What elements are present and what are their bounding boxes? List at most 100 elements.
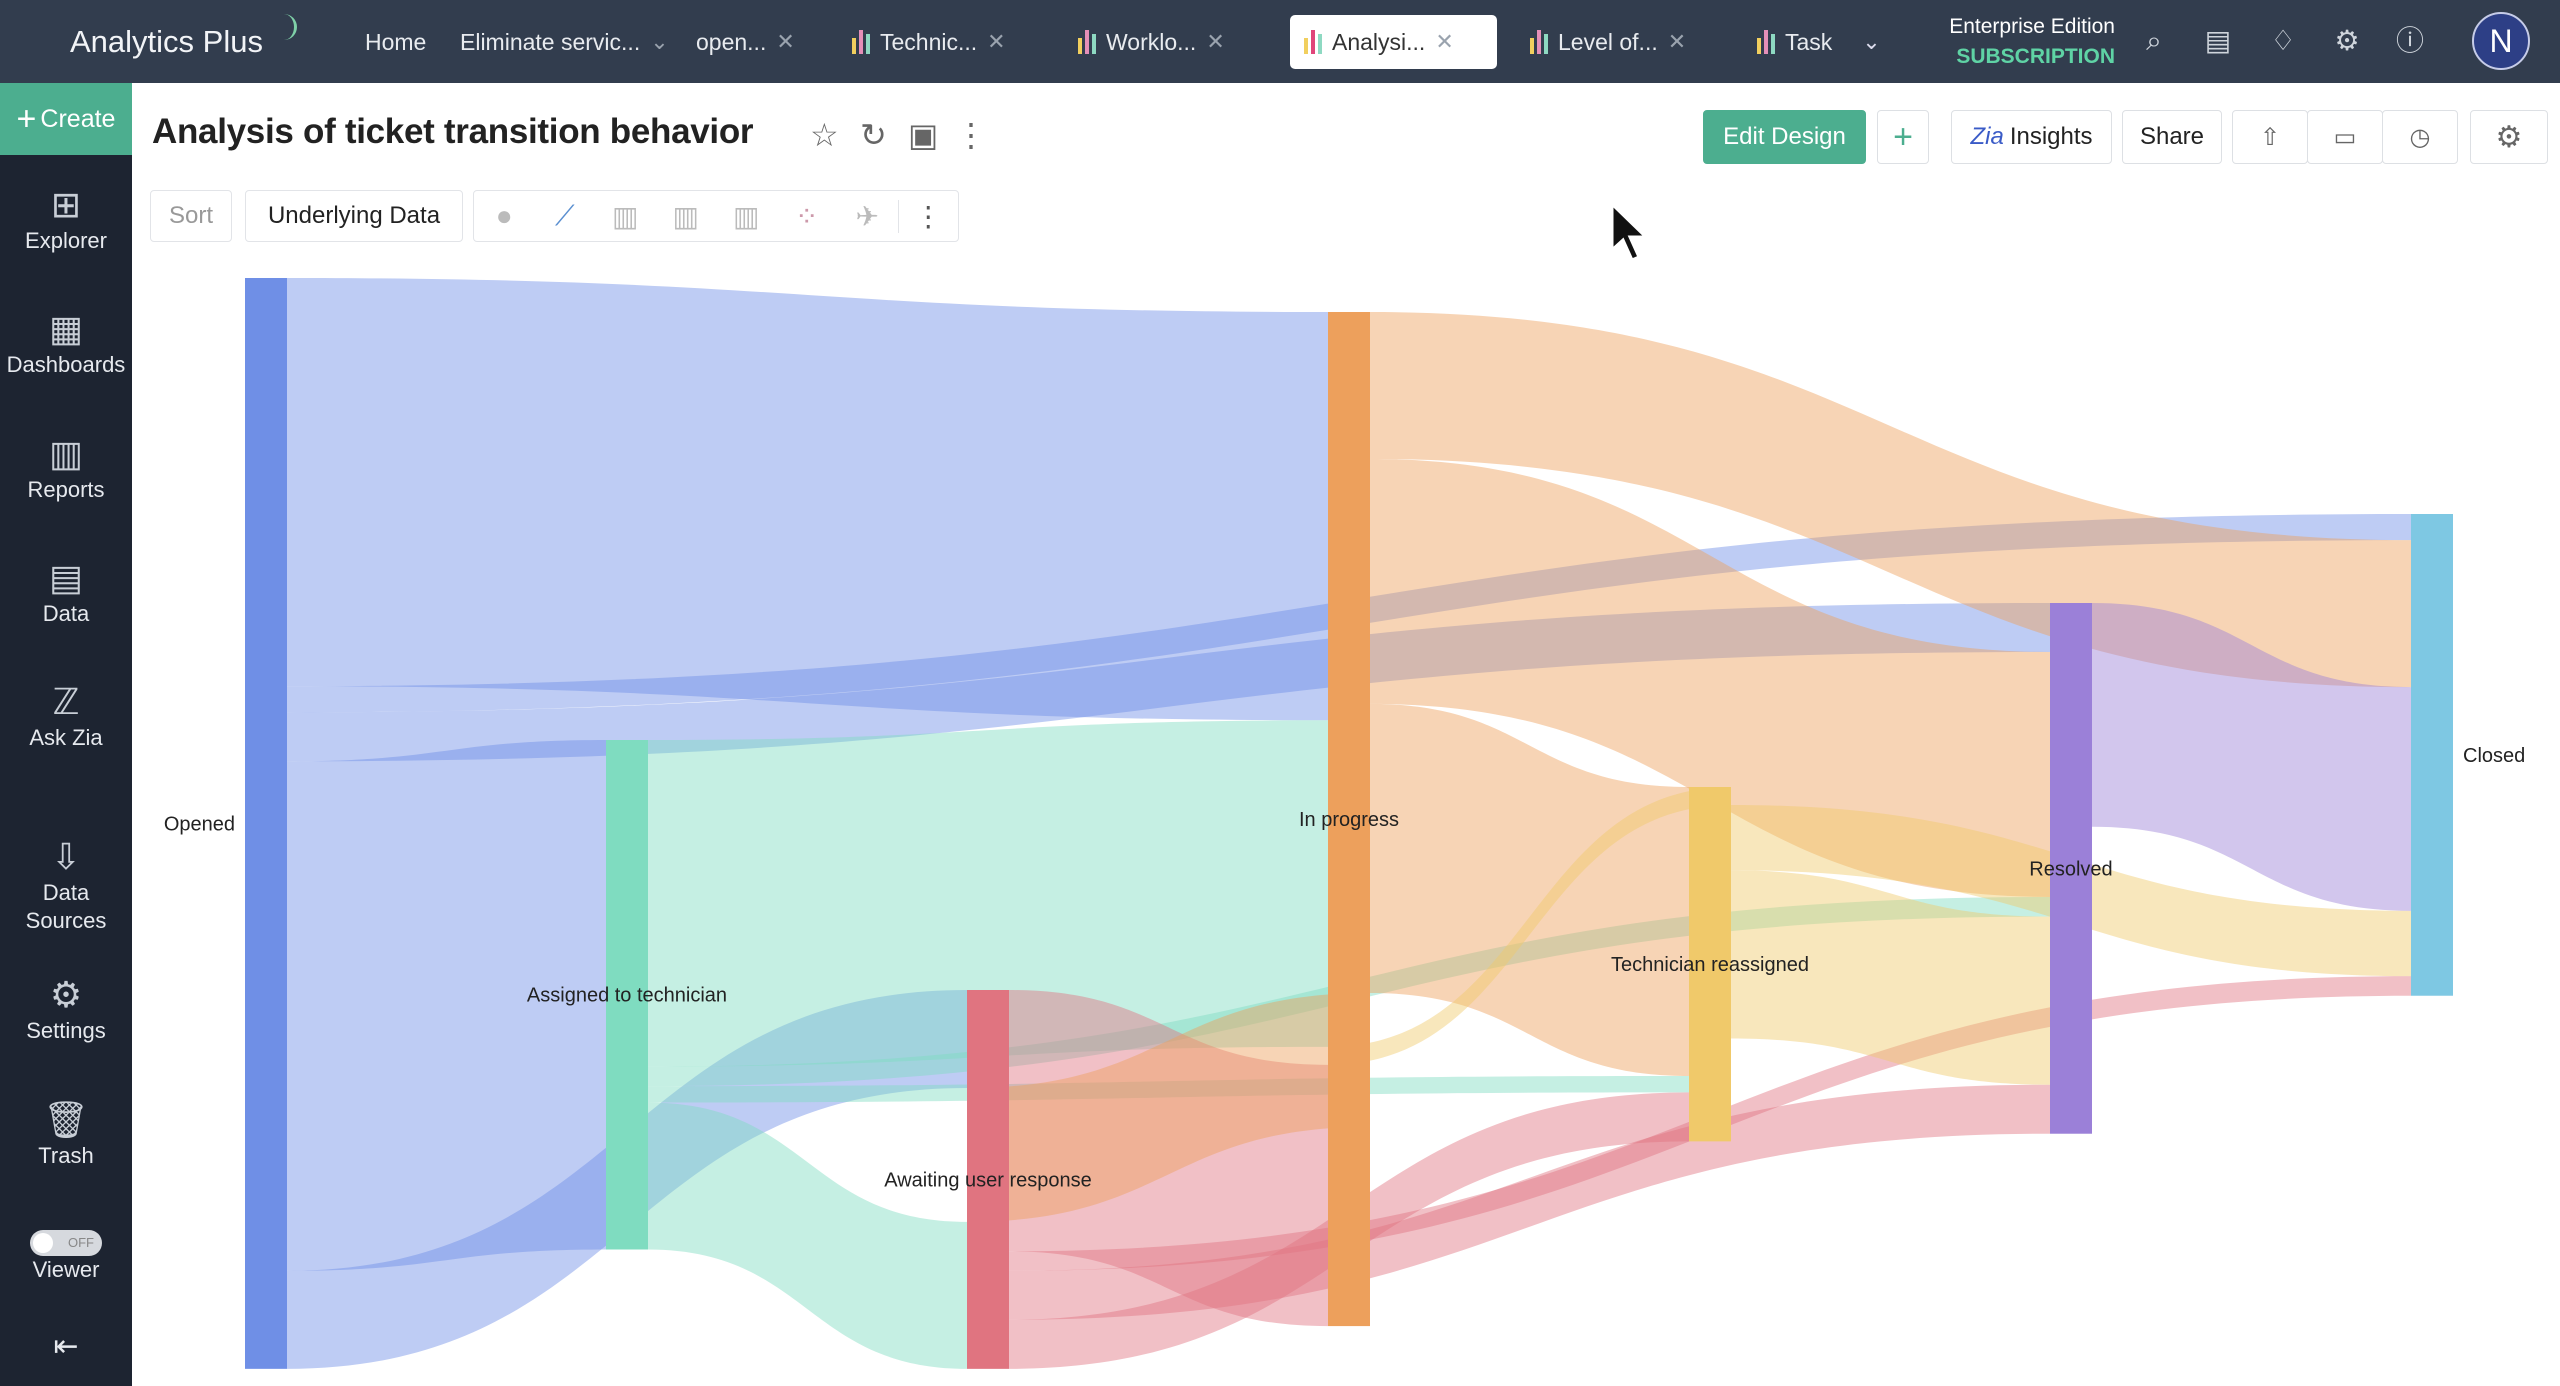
tab-home[interactable]: Home — [365, 15, 426, 69]
sidebar-item-label: Dashboards — [6, 352, 126, 377]
schedule-icon[interactable]: ◷ — [2382, 110, 2458, 164]
refresh-icon[interactable]: ↻ — [860, 117, 887, 153]
grouped-bar-icon[interactable]: ▥ — [733, 200, 760, 232]
scatter-chart-icon[interactable]: ⁘ — [795, 200, 819, 232]
tab-label: Home — [365, 28, 427, 55]
page-title: Analysis of ticket transition behavior — [152, 112, 754, 151]
sankey-link[interactable] — [287, 740, 606, 1271]
sankey-node[interactable] — [1328, 312, 1370, 1327]
create-button[interactable]: + Create — [0, 83, 132, 155]
sidebar-item-data-sources[interactable]: ⇩ Data Sources — [0, 835, 132, 935]
line-chart-icon[interactable]: ⟋ — [554, 199, 575, 231]
bar-chart-icon — [1078, 30, 1096, 54]
sankey-link[interactable] — [1731, 870, 2050, 1085]
sankey-labels: Opened Assigned to technician Awaiting use… — [164, 745, 2525, 1192]
tab-workload[interactable]: Worklo... ✕ — [1078, 15, 1225, 69]
bar-chart-icon[interactable]: ▥ — [612, 200, 639, 232]
sankey-node[interactable] — [606, 740, 648, 1250]
sidebar-item-viewer[interactable]: OFF Viewer — [0, 1218, 132, 1284]
sankey-link[interactable] — [1009, 1084, 2050, 1320]
edit-design-button[interactable]: Edit Design — [1703, 110, 1866, 164]
sankey-link[interactable] — [287, 278, 1328, 721]
map-chart-icon[interactable]: ✈ — [855, 200, 879, 232]
tabs-overflow-chevron-icon[interactable]: ⌄ — [1862, 29, 1881, 54]
chevron-down-icon[interactable]: ⌄ — [650, 29, 669, 54]
settings-icon[interactable]: ⚙ — [2470, 110, 2548, 164]
sankey-node[interactable] — [2411, 514, 2453, 996]
collapse-sidebar-icon[interactable]: ⇤ — [53, 1330, 79, 1363]
tab-open[interactable]: open... ✕ — [696, 15, 795, 69]
feedback-icon[interactable]: ▤ — [2204, 25, 2232, 56]
viewer-toggle[interactable]: OFF — [30, 1230, 102, 1256]
tab-technician[interactable]: Technic... ✕ — [852, 15, 1006, 69]
sidebar-item-data[interactable]: ▤ Data — [0, 556, 132, 628]
sankey-node[interactable] — [2050, 603, 2092, 1134]
tab-label: Task — [1785, 28, 1833, 55]
tab-level-of[interactable]: Level of... ✕ — [1530, 15, 1686, 69]
more-options-icon[interactable]: ⋮ — [955, 117, 987, 153]
bar-chart-icon — [852, 30, 870, 54]
data-icon: ▤ — [48, 557, 83, 598]
share-button[interactable]: Share — [2122, 110, 2222, 164]
save-icon[interactable]: ▣ — [908, 117, 939, 153]
bar-chart-icon — [1530, 30, 1548, 54]
sankey-link[interactable] — [648, 1102, 967, 1369]
star-icon[interactable]: ☆ — [810, 117, 839, 153]
tab-label: Level of... — [1558, 28, 1658, 55]
sidebar-item-explorer[interactable]: ⊞ Explorer — [0, 183, 132, 255]
app-logo[interactable]: Analytics Plus — [70, 24, 263, 59]
tab-task[interactable]: Task ⌄ — [1757, 15, 1881, 69]
comment-icon[interactable]: ▭ — [2307, 110, 2383, 164]
pie-chart-icon[interactable]: ● — [495, 200, 513, 231]
sankey-link[interactable] — [648, 1076, 1689, 1103]
tab-label: Eliminate servic... — [460, 28, 641, 55]
bell-icon[interactable]: ♢ — [2270, 25, 2296, 56]
add-button[interactable]: + — [1877, 110, 1929, 164]
sankey-link[interactable] — [1328, 787, 1731, 1065]
node-label: Resolved — [2029, 858, 2112, 880]
sankey-link[interactable] — [648, 720, 1328, 1067]
edition-info[interactable]: Enterprise Edition SUBSCRIPTION — [1925, 12, 2115, 72]
tab-eliminate-service[interactable]: Eliminate servic... ⌄ — [460, 15, 669, 69]
close-icon[interactable]: ✕ — [987, 29, 1006, 54]
gear-icon[interactable]: ⚙ — [2334, 25, 2360, 56]
sort-button[interactable]: Sort — [150, 190, 232, 242]
sankey-link[interactable] — [1370, 703, 1689, 1077]
tab-label: Analysi... — [1332, 28, 1426, 55]
sidebar-item-settings[interactable]: ⚙ Settings — [0, 973, 132, 1045]
plus-icon: + — [16, 99, 37, 138]
stacked-bar-icon[interactable]: ▥ — [672, 200, 699, 232]
sankey-link[interactable] — [967, 992, 1370, 1222]
tab-label: Worklo... — [1106, 28, 1197, 55]
sankey-node[interactable] — [967, 990, 1009, 1369]
subscription-link[interactable]: SUBSCRIPTION — [1956, 45, 2115, 68]
data-sources-icon: ⇩ — [50, 836, 82, 877]
sankey-link[interactable] — [287, 603, 2050, 762]
sankey-link[interactable] — [1370, 312, 2411, 688]
sankey-link[interactable] — [1009, 990, 1328, 1327]
create-label: Create — [40, 104, 116, 133]
sankey-node[interactable] — [245, 278, 287, 1369]
sankey-link[interactable] — [2092, 603, 2411, 911]
sidebar-item-ask-zia[interactable]: ℤ Ask Zia — [0, 680, 132, 752]
sidebar-item-reports[interactable]: ▥ Reports — [0, 432, 132, 504]
export-icon[interactable]: ⇧ — [2232, 110, 2308, 164]
sankey-node[interactable] — [1689, 787, 1731, 1142]
sidebar-item-label: Data — [42, 601, 90, 626]
sankey-link[interactable] — [1370, 458, 2050, 897]
sidebar-item-label: Settings — [26, 1018, 106, 1043]
insights-button[interactable]: Zia Insights — [1951, 110, 2112, 164]
avatar[interactable]: N — [2472, 12, 2530, 70]
close-icon[interactable]: ✕ — [776, 29, 795, 54]
close-icon[interactable]: ✕ — [1435, 29, 1454, 54]
close-icon[interactable]: ✕ — [1667, 29, 1687, 54]
help-icon[interactable]: ⓘ — [2395, 25, 2424, 56]
sidebar-item-trash[interactable]: 🗑 Trash — [0, 1098, 132, 1170]
sidebar-item-dashboards[interactable]: ▦ Dashboards — [0, 307, 132, 379]
underlying-data-button[interactable]: Underlying Data — [245, 190, 463, 242]
tab-analysis[interactable]: Analysi... ✕ — [1290, 15, 1497, 69]
search-icon[interactable]: ⌕ — [2146, 25, 2162, 56]
node-label: Closed — [2463, 745, 2525, 767]
close-icon[interactable]: ✕ — [1206, 29, 1225, 54]
more-charts-icon[interactable]: ⋮ — [897, 199, 959, 233]
